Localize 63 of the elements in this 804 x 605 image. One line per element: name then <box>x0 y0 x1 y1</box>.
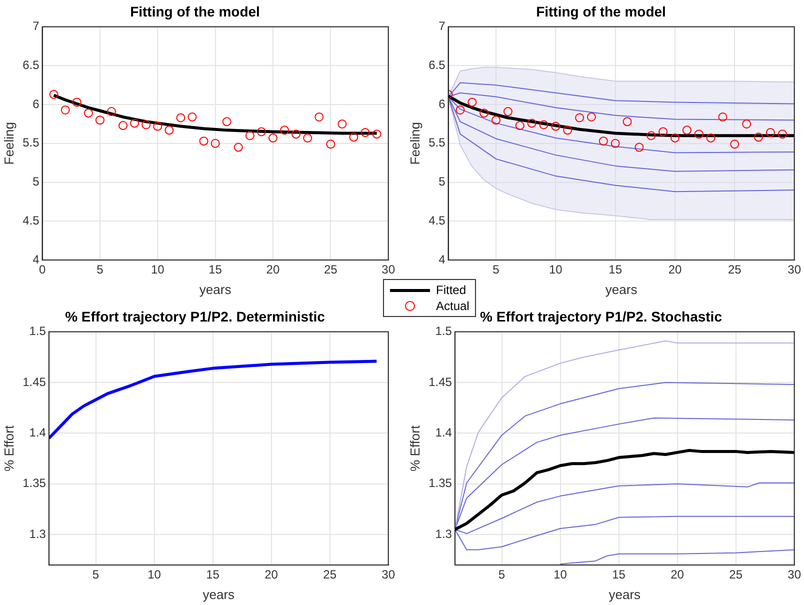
y-tick-label: 1.3 <box>29 526 46 541</box>
y-tick-label: 6 <box>438 96 446 111</box>
x-tick-label: 25 <box>729 568 743 582</box>
x-tick-label: 20 <box>264 568 278 582</box>
x-tick-label: 30 <box>788 568 802 582</box>
x-tick-label: 5 <box>498 568 506 582</box>
y-tick-label: 1.3 <box>435 526 452 541</box>
y-tick-label: 6.5 <box>22 58 40 72</box>
y-axis-title: Feeling <box>407 122 422 165</box>
y-axis-title: % Effort <box>407 425 422 472</box>
y-tick-label: 7 <box>438 19 446 34</box>
x-axis-title: years <box>608 586 642 602</box>
y-tick-label: 5 <box>438 174 446 189</box>
y-axis-title: % Effort <box>1 425 16 472</box>
y-tick-label: 1.5 <box>435 324 452 338</box>
x-tick-label: 10 <box>548 262 563 277</box>
y-tick-label: 5.5 <box>22 136 40 150</box>
y-tick-label: 1.5 <box>29 324 46 338</box>
x-tick-label: 0 <box>38 262 46 277</box>
y-tick-label: 6.5 <box>428 58 446 72</box>
x-tick-label: 5 <box>96 262 104 277</box>
y-tick-label: 4.5 <box>428 213 446 228</box>
x-tick-label: 25 <box>728 262 742 277</box>
x-tick-label: 10 <box>148 568 162 582</box>
chart-title: % Effort trajectory P1/P2. Deterministic <box>65 308 326 324</box>
chart-title: Fitting of the model <box>536 3 666 20</box>
y-tick-label: 6 <box>32 96 40 111</box>
x-tick-label: 15 <box>608 262 622 277</box>
x-tick-label: 20 <box>668 262 682 277</box>
chart-title: % Effort trajectory P1/P2. Stochastic <box>480 308 722 324</box>
x-tick-label: 15 <box>208 262 222 277</box>
x-tick-label: 30 <box>382 262 396 277</box>
x-axis-title: years <box>202 586 236 602</box>
legend-label: Fitted <box>436 283 466 297</box>
y-tick-label: 5 <box>32 174 40 189</box>
x-tick-label: 5 <box>492 262 500 277</box>
y-tick-label: 1.35 <box>428 476 452 490</box>
y-tick-label: 1.4 <box>435 426 452 440</box>
x-axis-title: years <box>605 282 638 297</box>
x-tick-label: 15 <box>612 568 626 582</box>
x-tick-label: 25 <box>324 262 338 277</box>
x-tick-label: 30 <box>788 262 802 277</box>
x-tick-label: 30 <box>382 568 396 582</box>
x-tick-label: 10 <box>554 568 568 582</box>
y-axis-title: Feeling <box>1 122 16 165</box>
x-axis-title: years <box>199 282 232 297</box>
y-tick-label: 1.35 <box>22 476 46 490</box>
y-tick-label: 1.4 <box>29 426 46 440</box>
y-tick-label: 1.45 <box>428 374 452 389</box>
y-tick-label: 4.5 <box>22 213 40 228</box>
x-tick-label: 15 <box>206 568 220 582</box>
y-tick-label: 1.45 <box>22 374 46 389</box>
y-tick-label: 4 <box>32 252 40 266</box>
x-tick-label: 5 <box>92 568 100 582</box>
chart-title: Fitting of the model <box>130 3 260 20</box>
legend-label: Actual <box>436 299 470 313</box>
y-tick-label: 4 <box>438 252 446 266</box>
x-tick-label: 25 <box>323 568 337 582</box>
x-tick-label: 10 <box>150 262 165 277</box>
y-tick-label: 5.5 <box>428 136 446 150</box>
y-tick-label: 7 <box>32 19 40 34</box>
x-tick-label: 20 <box>670 568 684 582</box>
x-tick-label: 20 <box>266 262 280 277</box>
